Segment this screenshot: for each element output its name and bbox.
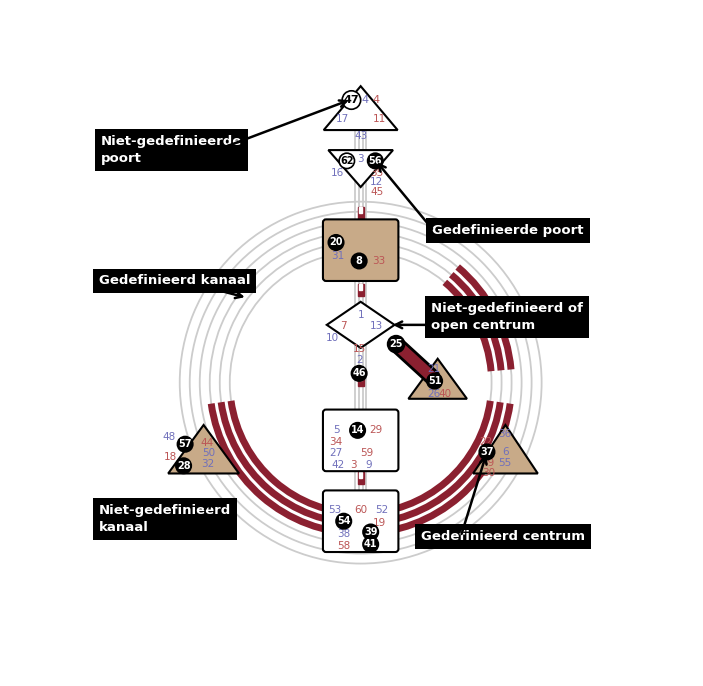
Text: 17: 17 xyxy=(335,115,349,124)
Text: 37: 37 xyxy=(480,447,494,457)
Text: 34: 34 xyxy=(330,437,342,447)
Text: 50: 50 xyxy=(202,449,216,458)
Text: 26: 26 xyxy=(427,389,441,399)
Polygon shape xyxy=(323,86,398,130)
Text: Gedefinieerd centrum: Gedefinieerd centrum xyxy=(420,530,585,543)
Text: 28: 28 xyxy=(176,461,191,471)
Text: Niet-gedefinieerde
poort: Niet-gedefinieerde poort xyxy=(101,135,243,165)
Text: 10: 10 xyxy=(325,333,339,343)
Text: 8: 8 xyxy=(356,256,363,266)
Text: 57: 57 xyxy=(179,439,192,449)
Text: 42: 42 xyxy=(331,460,344,470)
Text: 58: 58 xyxy=(337,541,350,551)
Text: 51: 51 xyxy=(428,376,441,386)
Bar xyxy=(358,284,363,296)
Text: Niet-gedefinieerd of
open centrum: Niet-gedefinieerd of open centrum xyxy=(431,303,583,332)
Text: 55: 55 xyxy=(498,458,511,468)
Text: 40: 40 xyxy=(439,389,452,399)
Circle shape xyxy=(352,253,367,269)
Text: 29: 29 xyxy=(370,425,382,436)
Text: 39: 39 xyxy=(364,527,378,537)
FancyBboxPatch shape xyxy=(323,490,399,552)
Text: 53: 53 xyxy=(328,506,341,515)
Text: 7: 7 xyxy=(340,320,347,331)
Circle shape xyxy=(363,524,378,540)
Text: Gedefinieerde poort: Gedefinieerde poort xyxy=(432,224,583,237)
Text: 41: 41 xyxy=(364,539,378,549)
Circle shape xyxy=(352,366,367,381)
Text: 31: 31 xyxy=(331,250,344,261)
Text: 3: 3 xyxy=(357,154,364,165)
Circle shape xyxy=(328,235,344,250)
Text: 12: 12 xyxy=(370,178,383,187)
Text: 4: 4 xyxy=(373,95,380,105)
Text: 15: 15 xyxy=(352,344,366,354)
Text: 35: 35 xyxy=(370,168,383,178)
Text: 46: 46 xyxy=(352,368,366,379)
Text: 33: 33 xyxy=(372,256,385,266)
Text: 49: 49 xyxy=(482,458,495,468)
Text: 14: 14 xyxy=(351,425,364,436)
Text: 18: 18 xyxy=(164,452,177,462)
Text: Gedefinieerd kanaal: Gedefinieerd kanaal xyxy=(99,274,250,287)
Circle shape xyxy=(350,423,366,438)
Text: 11: 11 xyxy=(373,115,386,124)
Circle shape xyxy=(176,458,191,473)
Text: 16: 16 xyxy=(331,168,344,178)
Text: 38: 38 xyxy=(337,528,350,539)
Circle shape xyxy=(363,536,378,552)
Circle shape xyxy=(479,445,495,460)
Text: 21: 21 xyxy=(427,364,441,374)
Text: 45: 45 xyxy=(370,187,383,197)
FancyBboxPatch shape xyxy=(323,220,399,281)
Text: 1: 1 xyxy=(357,310,364,320)
Text: 2: 2 xyxy=(356,355,363,364)
Text: 13: 13 xyxy=(370,320,382,331)
Text: 43: 43 xyxy=(354,131,367,141)
Circle shape xyxy=(177,436,193,452)
Bar xyxy=(359,472,362,478)
Polygon shape xyxy=(408,359,467,399)
Bar xyxy=(358,207,363,220)
Text: 56: 56 xyxy=(368,156,382,166)
Text: 25: 25 xyxy=(389,339,403,349)
Text: 20: 20 xyxy=(329,237,343,248)
Circle shape xyxy=(336,514,352,529)
Polygon shape xyxy=(327,302,394,348)
Text: 36: 36 xyxy=(498,429,511,439)
Circle shape xyxy=(427,373,442,389)
Text: 5: 5 xyxy=(333,425,340,436)
Text: 54: 54 xyxy=(337,517,351,526)
Text: 47: 47 xyxy=(344,95,359,105)
Circle shape xyxy=(339,153,354,169)
Text: 6: 6 xyxy=(502,447,509,457)
Bar xyxy=(359,284,362,290)
Text: 3: 3 xyxy=(349,460,356,470)
Text: 52: 52 xyxy=(375,506,389,515)
Text: 9: 9 xyxy=(365,460,372,470)
Text: 19: 19 xyxy=(373,518,387,528)
Circle shape xyxy=(368,153,383,169)
Bar xyxy=(358,472,363,484)
Polygon shape xyxy=(328,150,393,187)
FancyBboxPatch shape xyxy=(323,410,399,471)
Text: 48: 48 xyxy=(162,431,176,442)
Polygon shape xyxy=(473,425,538,473)
Bar xyxy=(358,374,363,386)
Text: 22: 22 xyxy=(479,437,492,447)
Text: 59: 59 xyxy=(360,449,373,458)
Bar xyxy=(359,207,362,213)
Text: 4: 4 xyxy=(362,95,369,105)
Text: 27: 27 xyxy=(330,449,342,458)
Text: 60: 60 xyxy=(354,506,367,515)
Circle shape xyxy=(342,91,361,109)
Bar xyxy=(359,374,362,380)
Text: 32: 32 xyxy=(201,459,214,469)
Text: 30: 30 xyxy=(482,469,495,478)
Text: 44: 44 xyxy=(200,438,213,448)
Polygon shape xyxy=(168,425,239,473)
Circle shape xyxy=(387,335,404,353)
Text: Niet-gedefinieerd
kanaal: Niet-gedefinieerd kanaal xyxy=(99,504,231,534)
Text: 62: 62 xyxy=(340,156,354,166)
